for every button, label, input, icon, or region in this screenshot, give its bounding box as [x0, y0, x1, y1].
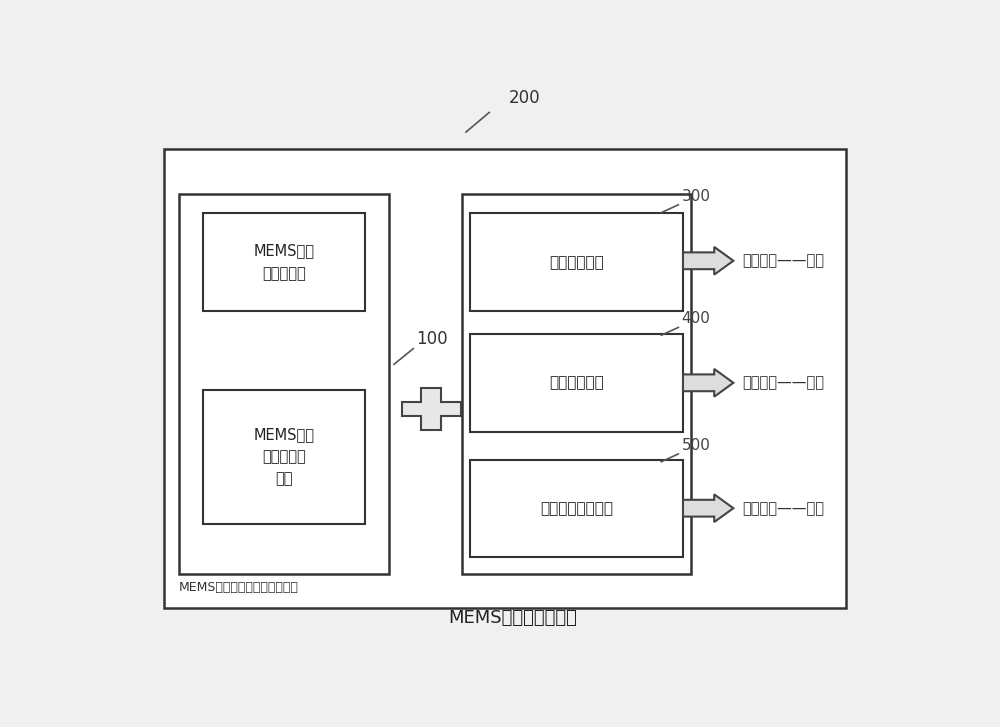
- Text: 信号分析——指令: 信号分析——指令: [743, 253, 825, 268]
- Text: MEMS电源磁屏蔽封装: MEMS电源磁屏蔽封装: [448, 609, 577, 627]
- Text: 500: 500: [681, 438, 710, 453]
- Polygon shape: [402, 387, 461, 430]
- Text: 备用能源切换模块: 备用能源切换模块: [540, 501, 613, 516]
- Polygon shape: [683, 494, 733, 522]
- Text: MEMS微振
动能量管理
电路: MEMS微振 动能量管理 电路: [253, 427, 314, 486]
- Bar: [470, 213, 683, 311]
- Text: 导线电极——输出: 导线电极——输出: [743, 375, 825, 390]
- Text: 300: 300: [681, 189, 710, 204]
- Text: 100: 100: [416, 329, 447, 348]
- Text: MEMS微振
动能源器件: MEMS微振 动能源器件: [253, 244, 314, 281]
- Bar: [164, 149, 846, 608]
- Text: 400: 400: [681, 311, 710, 326]
- Text: 脉冲电控模块: 脉冲电控模块: [549, 375, 604, 390]
- Bar: [179, 193, 388, 574]
- Text: 信息采集模块: 信息采集模块: [549, 254, 604, 270]
- Bar: [202, 213, 365, 311]
- Bar: [462, 193, 691, 574]
- Bar: [470, 334, 683, 432]
- Text: MEMS人体微振动能量收集模块: MEMS人体微振动能量收集模块: [179, 581, 299, 594]
- Bar: [202, 390, 365, 524]
- Polygon shape: [683, 369, 733, 397]
- Text: 备用电源——切换: 备用电源——切换: [743, 501, 825, 515]
- Bar: [470, 459, 683, 558]
- Text: 200: 200: [509, 89, 540, 107]
- Polygon shape: [683, 247, 733, 275]
